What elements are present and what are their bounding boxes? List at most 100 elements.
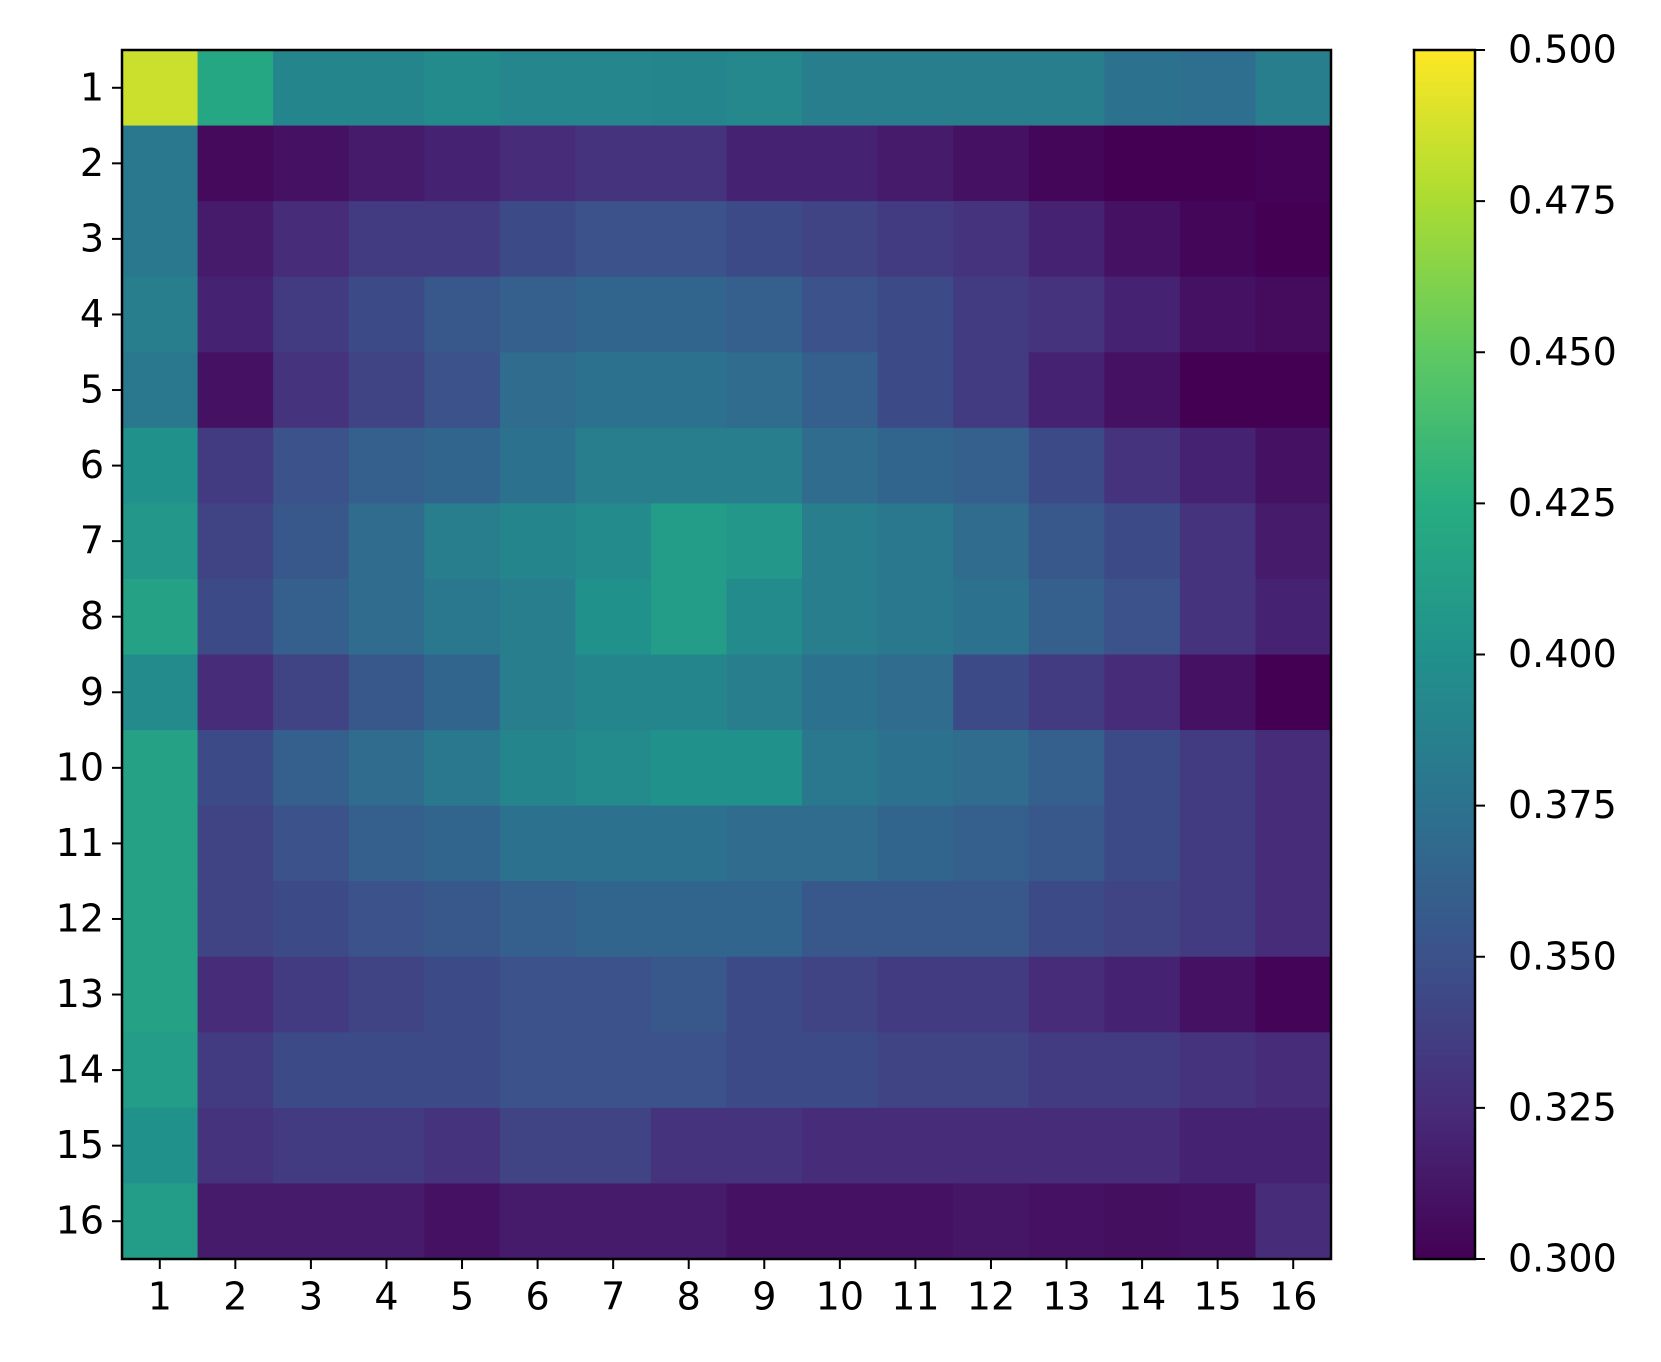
heatmap-cell (1179, 503, 1256, 580)
heatmap-cell (953, 881, 1030, 958)
heatmap-cell (499, 730, 576, 807)
heatmap-cell (1255, 956, 1332, 1033)
heatmap-cell (122, 1107, 199, 1184)
heatmap-cell (273, 201, 350, 278)
heatmap-cell (726, 125, 803, 202)
heatmap-cell (424, 1107, 501, 1184)
heatmap-cell (499, 50, 576, 127)
heatmap-cell (575, 427, 652, 504)
heatmap-cell (1028, 503, 1105, 580)
heatmap-cell (1028, 730, 1105, 807)
heatmap-cell (499, 125, 576, 202)
heatmap-cell (802, 881, 879, 958)
heatmap-cell (877, 1032, 954, 1109)
heatmap-cell (273, 1107, 350, 1184)
y-tick-label: 15 (56, 1123, 104, 1167)
x-tick-label: 9 (752, 1275, 776, 1319)
heatmap-cell (348, 578, 425, 655)
x-tick-label: 14 (1118, 1275, 1166, 1319)
heatmap-cell (499, 276, 576, 353)
heatmap-cell (197, 352, 274, 429)
x-tick-label: 5 (450, 1275, 474, 1319)
heatmap-cell (1179, 730, 1256, 807)
heatmap-cell (650, 50, 727, 127)
heatmap-cell (953, 276, 1030, 353)
heatmap-cell (1104, 427, 1181, 504)
heatmap-cell (1104, 503, 1181, 580)
heatmap-cell (1179, 578, 1256, 655)
heatmap-cell (499, 1032, 576, 1109)
heatmap-cell (953, 352, 1030, 429)
x-tick-label: 16 (1269, 1275, 1317, 1319)
heatmap-cell (273, 654, 350, 731)
heatmap-cell (1255, 1183, 1332, 1260)
heatmap-cell (802, 1107, 879, 1184)
colorbar-tick-label: 0.350 (1508, 934, 1617, 978)
y-tick-label: 3 (80, 216, 104, 260)
heatmap-cell (802, 578, 879, 655)
heatmap-cell (726, 503, 803, 580)
heatmap-cell (348, 201, 425, 278)
heatmap-cell (726, 578, 803, 655)
heatmap-cell (650, 1032, 727, 1109)
heatmap-cell (1104, 50, 1181, 127)
heatmap-cell (1179, 276, 1256, 353)
colorbar-tick-label: 0.475 (1508, 179, 1617, 223)
heatmap-cell (877, 1107, 954, 1184)
heatmap-cell (1255, 125, 1332, 202)
heatmap-cell (953, 201, 1030, 278)
heatmap-cell (650, 125, 727, 202)
heatmap-cell (726, 881, 803, 958)
heatmap-cell (273, 276, 350, 353)
y-tick-label: 13 (56, 972, 104, 1016)
heatmap-cell (1104, 1183, 1181, 1260)
heatmap-cell (499, 805, 576, 882)
heatmap-cell (726, 1032, 803, 1109)
heatmap-cell (1104, 201, 1181, 278)
heatmap-cell (726, 276, 803, 353)
colorbar-tick-label: 0.425 (1508, 481, 1617, 525)
heatmap-cell (197, 578, 274, 655)
heatmap-cell (1028, 805, 1105, 882)
heatmap-cell (1179, 1032, 1256, 1109)
heatmap-cell (1028, 881, 1105, 958)
heatmap-cell (348, 503, 425, 580)
heatmap-cell (424, 730, 501, 807)
x-tick-label: 10 (816, 1275, 864, 1319)
heatmap-cell (424, 125, 501, 202)
heatmap-cell (1104, 1107, 1181, 1184)
heatmap-cell (273, 125, 350, 202)
heatmap-cell (877, 654, 954, 731)
heatmap-cell (499, 427, 576, 504)
heatmap-cell (197, 805, 274, 882)
heatmap-cell (499, 956, 576, 1033)
heatmap-cell (348, 125, 425, 202)
heatmap-cell (1255, 352, 1332, 429)
heatmap-cell (348, 956, 425, 1033)
heatmap-cell (650, 201, 727, 278)
colorbar-tick-label: 0.400 (1508, 632, 1617, 676)
heatmap-cell (1255, 805, 1332, 882)
heatmap-cell (348, 1032, 425, 1109)
heatmap-cell (726, 956, 803, 1033)
heatmap-cell (1179, 125, 1256, 202)
heatmap-cell (575, 1183, 652, 1260)
heatmap-cell (953, 956, 1030, 1033)
heatmap-cell (197, 730, 274, 807)
heatmap-cell (499, 201, 576, 278)
heatmap-cell (877, 503, 954, 580)
heatmap-cell (1104, 730, 1181, 807)
heatmap-cell (1179, 654, 1256, 731)
heatmap-cell (499, 578, 576, 655)
heatmap-cell (424, 201, 501, 278)
x-tick-label: 2 (223, 1275, 247, 1319)
heatmap-cell (1179, 201, 1256, 278)
x-tick-label: 15 (1193, 1275, 1241, 1319)
heatmap-cell (575, 125, 652, 202)
heatmap-cell (122, 1183, 199, 1260)
heatmap-cell (1255, 201, 1332, 278)
heatmap-cell (197, 503, 274, 580)
heatmap-cell (650, 956, 727, 1033)
heatmap-cell (424, 503, 501, 580)
heatmap-cell (1255, 50, 1332, 127)
